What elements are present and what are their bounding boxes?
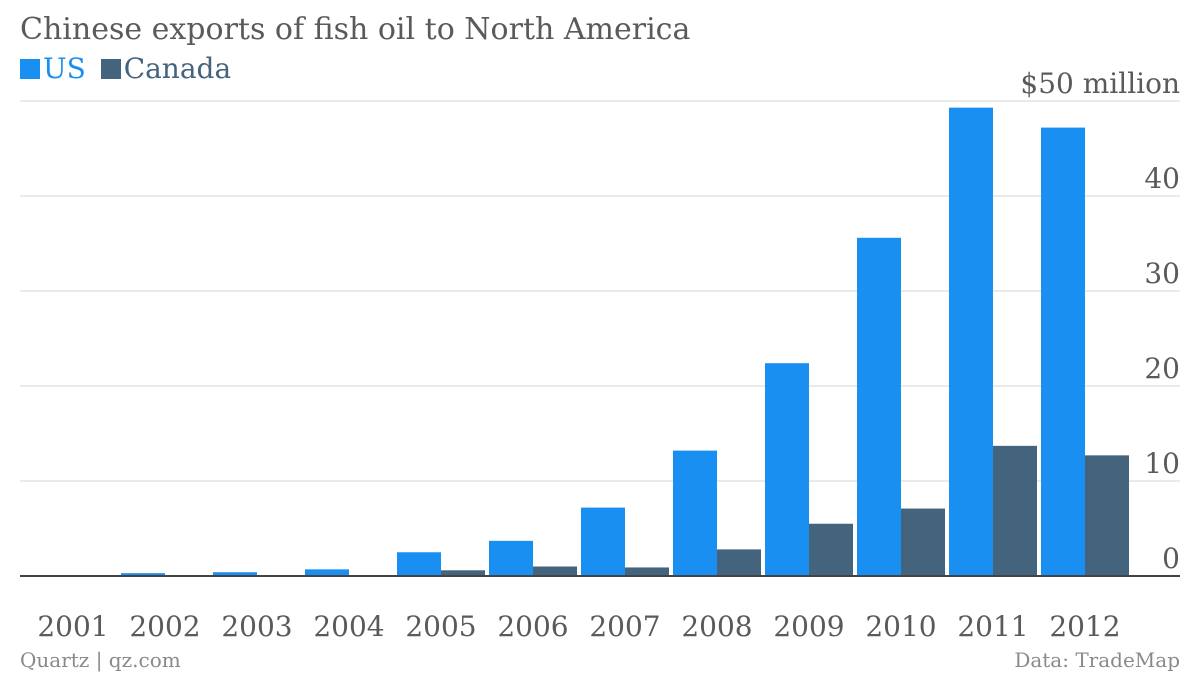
- bar-us-2005: [397, 552, 441, 576]
- y-tick-label: 0: [1162, 542, 1180, 575]
- data-source: Data: TradeMap: [1014, 648, 1180, 672]
- y-tick-label: 30: [1144, 257, 1180, 290]
- legend-swatch-us: [20, 58, 40, 79]
- bar-us-2011: [949, 107, 993, 577]
- source-credit: Quartz | qz.com: [20, 648, 181, 672]
- bar-us-2009: [765, 363, 809, 576]
- x-tick-label: 2001: [37, 610, 108, 643]
- bar-us-2010: [857, 237, 901, 577]
- bar-canada-2008: [717, 549, 761, 576]
- y-tick-label: 10: [1144, 447, 1180, 480]
- x-tick-label: 2011: [957, 610, 1028, 643]
- bar-us-2003: [213, 572, 257, 576]
- x-tick-label: 2009: [773, 610, 844, 643]
- bar-us-2006: [489, 540, 533, 576]
- bar-canada-2005: [441, 570, 485, 576]
- x-tick-label: 2008: [681, 610, 752, 643]
- x-tick-label: 2010: [865, 610, 936, 643]
- x-tick-label: 2012: [1049, 610, 1120, 643]
- legend-label-us: US: [43, 52, 86, 85]
- legend-swatch-canada: [100, 58, 121, 79]
- bar-us-2012: [1041, 127, 1085, 576]
- bar-canada-2010: [901, 508, 945, 576]
- y-tick-label: $50 million: [1020, 67, 1180, 100]
- x-tick-label: 2005: [405, 610, 476, 643]
- bar-us-2004: [305, 569, 349, 576]
- legend-item-us: US: [20, 52, 86, 85]
- x-tick-label: 2007: [589, 610, 660, 643]
- x-tick-label: 2002: [129, 610, 200, 643]
- legend-item-canada: Canada: [100, 52, 232, 85]
- x-tick-label: 2006: [497, 610, 568, 643]
- x-tick-label: 2003: [221, 610, 292, 643]
- legend-label-canada: Canada: [123, 52, 232, 85]
- bar-canada-2012: [1085, 455, 1129, 576]
- bar-us-2002: [121, 573, 165, 576]
- bar-us-2007: [581, 507, 625, 576]
- bar-canada-2006: [533, 566, 577, 576]
- y-tick-label: 40: [1144, 162, 1180, 195]
- bar-canada-2007: [625, 567, 669, 576]
- x-tick-label: 2004: [313, 610, 384, 643]
- bar-canada-2011: [993, 445, 1037, 576]
- bar-canada-2009: [809, 523, 853, 576]
- chart-title: Chinese exports of fish oil to North Ame…: [20, 12, 691, 47]
- bar-us-2008: [673, 450, 717, 576]
- legend: US Canada: [20, 52, 237, 86]
- y-tick-label: 20: [1144, 352, 1180, 385]
